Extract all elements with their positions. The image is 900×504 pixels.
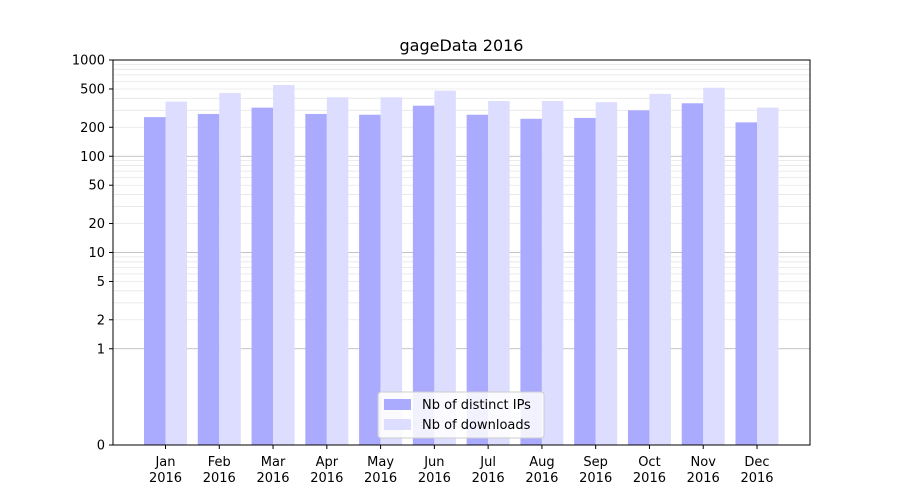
x-axis: Jan 2016 Feb 2016 Mar 2016 Apr 2016 May 2016 Jun 20… [149,445,774,486]
bar-downloads-jun [434,90,456,446]
bar-downloads-nov [703,87,725,446]
x-tick-label: Dec 2016 [740,455,773,486]
legend-swatch-downloads [384,419,411,430]
bar-distinct-ips-nov [681,103,704,445]
bar-downloads-dec [757,107,779,445]
y-tick-label: 2 [97,313,105,328]
x-tick-label: Nov 2016 [687,455,720,486]
x-tick-label: Aug 2016 [525,455,558,486]
bar-distinct-ips-dec [735,122,757,445]
bar-downloads-apr [326,97,349,446]
bar-distinct-ips-apr [305,113,327,446]
x-tick-label: Jul 2016 [472,455,505,486]
chart-title: gageData 2016 [400,36,524,55]
x-tick-label: Apr 2016 [310,455,343,486]
bar-distinct-ips-jan [144,117,166,446]
bar-distinct-ips-sep [574,117,596,445]
y-tick-label: 10 [88,246,105,261]
legend-swatch-distinct-ips [384,399,411,410]
bar-distinct-ips-mar [251,107,274,445]
y-axis: 0 1 2 5 10 20 50 100 200 500 1000 [72,54,113,454]
bar-distinct-ips-jul [466,114,489,445]
bar-distinct-ips-jun [412,105,435,446]
bar-downloads-feb [219,92,241,446]
x-tick-label: Jun 2016 [418,455,451,486]
y-tick-label: 20 [88,217,105,232]
x-tick-label: Sep 2016 [579,455,612,486]
bar-distinct-ips-oct [627,110,650,445]
x-tick-label: May 2016 [364,455,397,486]
y-tick-label: 100 [80,150,105,165]
bars [144,84,779,446]
bar-distinct-ips-aug [520,118,542,445]
bar-downloads-may [380,97,403,446]
x-tick-label: Oct 2016 [633,455,666,486]
bar-downloads-jul [488,101,510,445]
x-tick-label: Mar 2016 [256,455,289,486]
legend-label-downloads: Nb of downloads [422,418,531,433]
legend-label-distinct-ips: Nb of distinct IPs [422,398,531,413]
bar-distinct-ips-feb [197,113,220,446]
bar-downloads-oct [649,93,671,445]
y-tick-label: 1 [97,342,105,357]
bar-downloads-sep [595,102,618,445]
y-tick-label: 1000 [72,54,105,69]
x-tick-label: Feb 2016 [203,455,236,486]
x-tick-label: Jan 2016 [149,455,182,486]
legend: Nb of distinct IPs Nb of downloads [377,391,545,439]
bar-downloads-jan [165,101,187,445]
y-tick-label: 0 [97,439,105,454]
bar-downloads-aug [541,101,564,445]
legend-box [377,391,545,439]
y-tick-label: 50 [88,179,105,194]
y-tick-label: 500 [80,82,105,97]
y-tick-label: 5 [97,275,105,290]
bar-downloads-mar [273,84,295,446]
bar-distinct-ips-may [359,114,381,445]
y-tick-label: 200 [80,121,105,136]
